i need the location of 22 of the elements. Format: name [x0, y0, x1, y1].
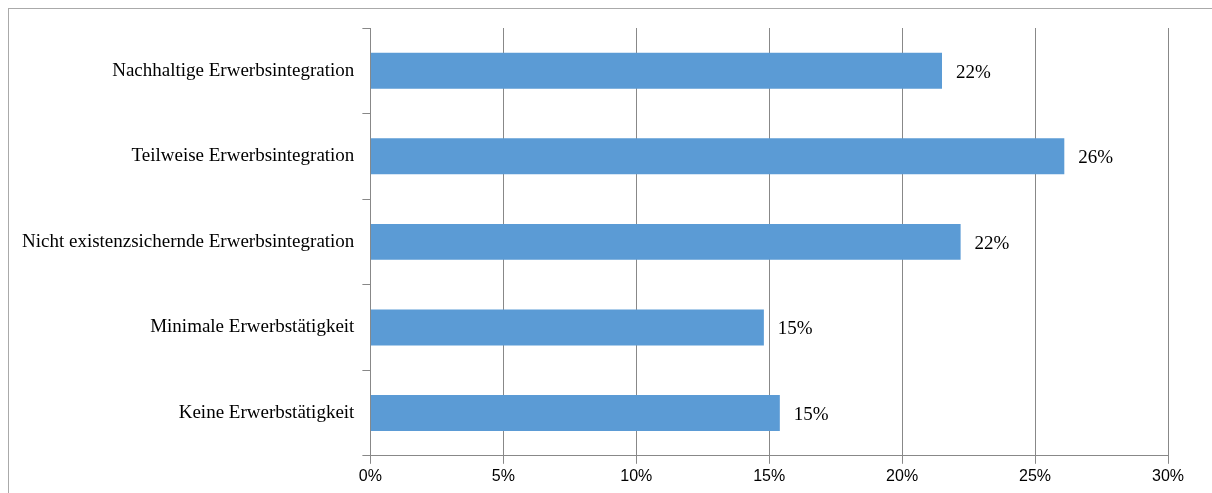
bar: [370, 138, 1065, 175]
y-tick-label: Teilweise Erwerbsintegration: [131, 144, 355, 166]
x-tick-label: 20%: [886, 466, 919, 484]
data-label: 22%: [956, 60, 992, 82]
x-tick-label: 5%: [491, 466, 515, 484]
y-tick-label: Nachhaltige Erwerbsintegration: [112, 58, 355, 80]
x-tick-label: 30%: [1151, 466, 1185, 484]
y-tick-label: Keine Erwerbstätigkeit: [178, 401, 356, 422]
x-tick-label: 25%: [1019, 466, 1052, 484]
data-label: 22%: [974, 231, 1010, 253]
bar: [370, 309, 764, 346]
data-label: 15%: [777, 317, 813, 339]
bar: [370, 395, 780, 431]
data-label: 26%: [1078, 146, 1114, 168]
data-label: 15%: [793, 403, 829, 424]
y-tick-label: Nicht existenzsichernde Erwerbsintegration: [21, 229, 355, 251]
x-tick-label: 15%: [753, 466, 786, 484]
bar: [370, 52, 943, 89]
bar: [370, 223, 961, 260]
y-tick-label: Minimale Erwerbstätigkeit: [150, 315, 356, 337]
x-tick-label: 0%: [358, 466, 382, 484]
x-tick-label: 10%: [620, 466, 653, 484]
